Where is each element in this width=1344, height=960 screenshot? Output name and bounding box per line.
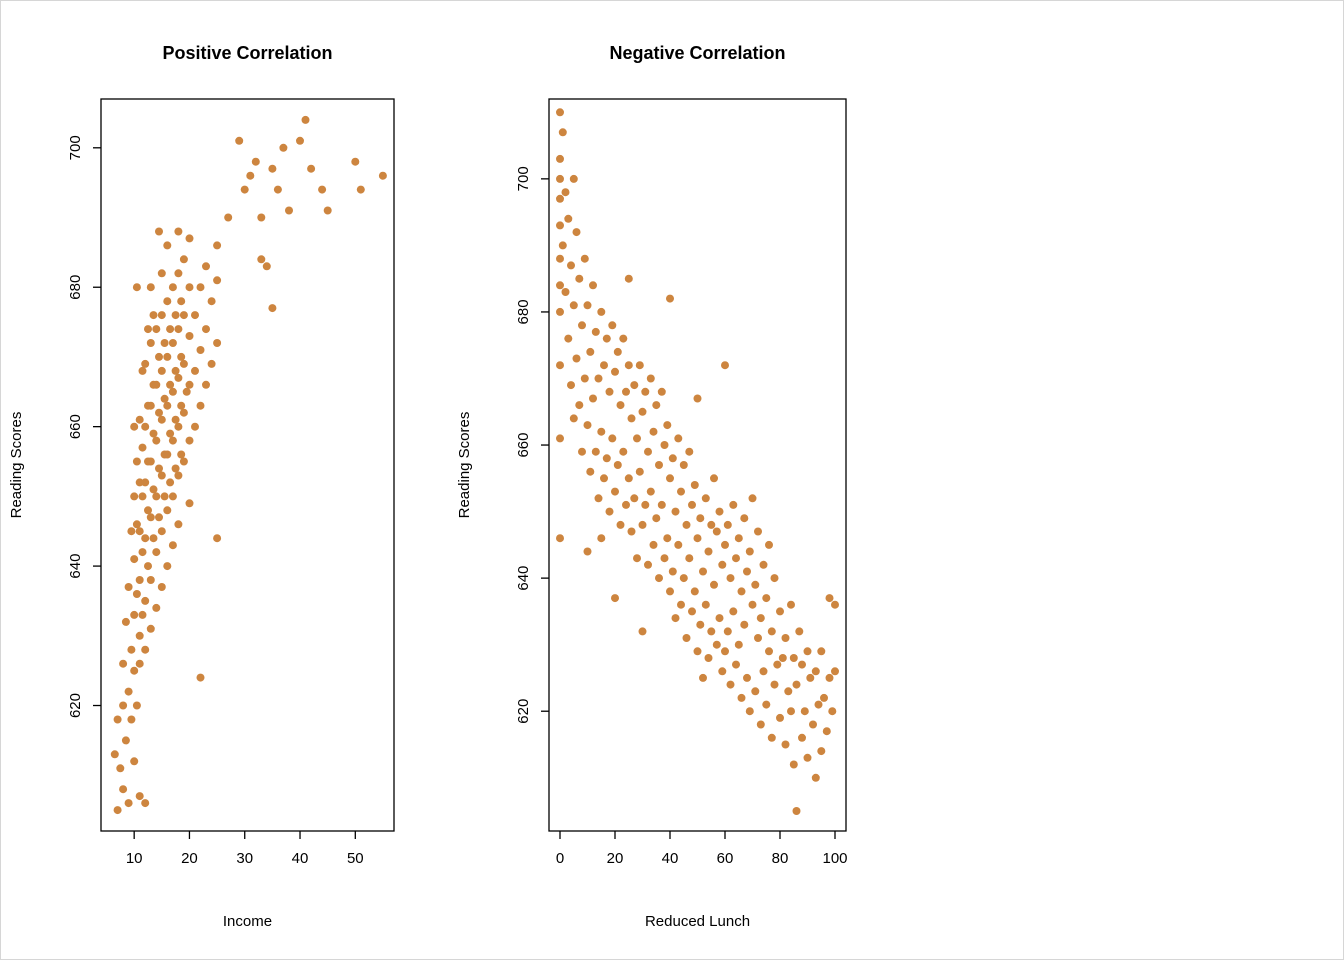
- svg-text:660: 660: [67, 414, 84, 439]
- svg-text:40: 40: [292, 850, 309, 867]
- svg-text:40: 40: [662, 850, 679, 867]
- svg-text:100: 100: [822, 850, 847, 867]
- svg-text:0: 0: [556, 850, 564, 867]
- svg-text:700: 700: [515, 166, 532, 191]
- svg-text:700: 700: [67, 135, 84, 160]
- svg-text:20: 20: [181, 850, 198, 867]
- svg-text:20: 20: [607, 850, 624, 867]
- svg-text:10: 10: [126, 850, 143, 867]
- svg-text:80: 80: [772, 850, 789, 867]
- plot-group-0: 10 20 30 40 50 620 640 660 680 700: [67, 98, 395, 867]
- svg-text:660: 660: [515, 433, 532, 458]
- svg-text:50: 50: [347, 850, 364, 867]
- svg-text:640: 640: [67, 554, 84, 579]
- svg-text:640: 640: [515, 566, 532, 591]
- svg-text:620: 620: [67, 693, 84, 718]
- x-axis-label-negative: Reduced Lunch: [644, 913, 751, 930]
- svg-text:680: 680: [515, 299, 532, 324]
- svg-text:620: 620: [515, 699, 532, 724]
- x-axis-label-positive: Income: [222, 913, 273, 930]
- plot-title-positive: Positive Correlation: [162, 43, 333, 63]
- plot-title-negative: Negative Correlation: [609, 43, 786, 63]
- svg-text:30: 30: [236, 850, 253, 867]
- svg-text:680: 680: [67, 275, 84, 300]
- svg-text:60: 60: [717, 850, 734, 867]
- plot-group-1: 0 20 40 60 80 100 620 640 660 680 700: [515, 98, 848, 867]
